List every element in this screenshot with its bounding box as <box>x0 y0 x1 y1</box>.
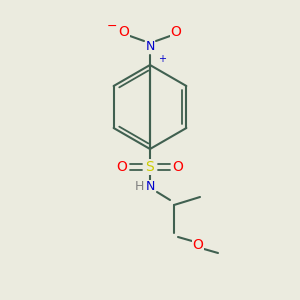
Text: O: O <box>117 160 128 174</box>
Text: −: − <box>107 20 117 32</box>
Text: +: + <box>158 54 166 64</box>
Text: N: N <box>145 40 155 53</box>
Text: S: S <box>146 160 154 174</box>
Text: O: O <box>172 160 183 174</box>
Text: N: N <box>145 181 155 194</box>
Text: O: O <box>171 25 182 39</box>
Text: H: H <box>134 181 144 194</box>
Text: O: O <box>118 25 129 39</box>
Text: O: O <box>193 238 203 252</box>
